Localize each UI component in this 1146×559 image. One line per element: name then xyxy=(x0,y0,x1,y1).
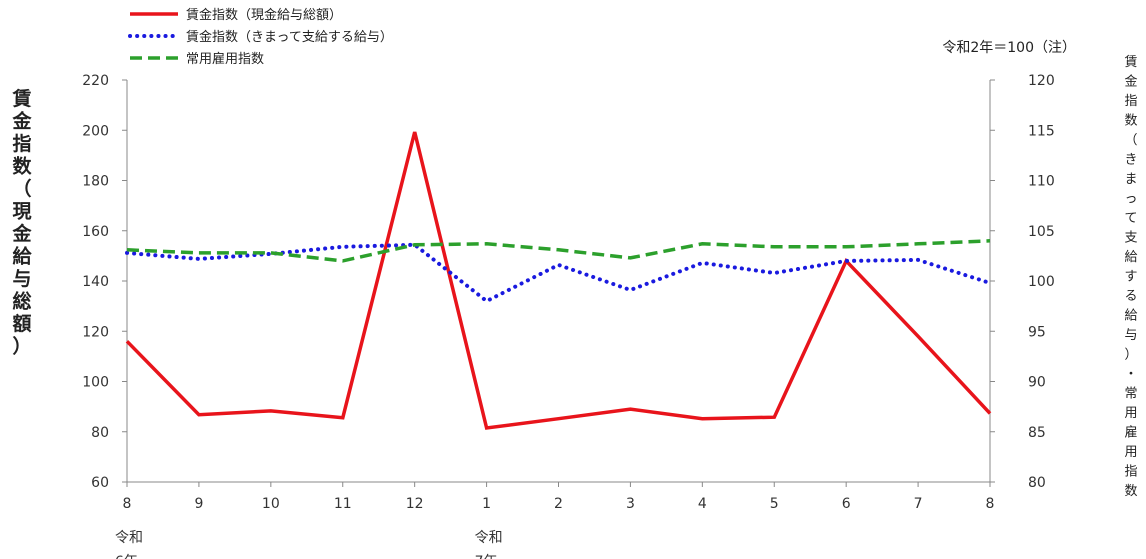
y-right-label-char: 給 xyxy=(1124,250,1137,265)
y-right-tick-label: 80 xyxy=(1028,475,1046,491)
era-label-line2: 7年 xyxy=(475,554,498,559)
era-label-line2: 6年 xyxy=(115,554,138,559)
y-left-label-char: ） xyxy=(12,335,31,358)
x-tick-label: 12 xyxy=(406,496,424,512)
legend-label-3: 常用雇用指数 xyxy=(186,51,264,67)
y-right-label-char: 与 xyxy=(1124,328,1137,343)
y-right-tick-label: 120 xyxy=(1028,73,1055,89)
x-tick-label: 4 xyxy=(698,496,707,512)
y-right-label-char: 金 xyxy=(1124,74,1137,90)
y-right-label-char: 雇 xyxy=(1124,425,1137,441)
y-right-label-char: す xyxy=(1124,270,1137,285)
y-right-label-char: 指 xyxy=(1124,94,1137,109)
y-right-label-char: 数 xyxy=(1124,114,1137,129)
legend: 賃金指数（現金給与総額） 賃金指数（きまって支給する給与） 常用雇用指数 xyxy=(130,7,393,67)
y-right-label-char: 数 xyxy=(1124,484,1137,499)
y-left-label-char: （ xyxy=(12,177,31,200)
y-left-tick-label: 200 xyxy=(82,123,109,139)
y-right-label-char: き xyxy=(1124,153,1137,168)
y-right-label-char: ・ xyxy=(1124,367,1137,382)
y-right-label-char: る xyxy=(1124,289,1137,304)
y-left-label-char: 金 xyxy=(11,110,32,133)
y-left-label-char: 指 xyxy=(12,133,31,155)
x-tick-label: 5 xyxy=(770,496,779,512)
series-line-1 xyxy=(127,132,990,428)
series-line-3 xyxy=(127,241,990,261)
legend-label-2: 賃金指数（きまって支給する給与） xyxy=(186,29,393,45)
y-right-label-char: 指 xyxy=(1124,465,1137,480)
y-right-tick-label: 85 xyxy=(1028,425,1046,441)
y-right-tick-label: 100 xyxy=(1028,274,1055,290)
y-left-tick-label: 120 xyxy=(82,324,109,340)
y-right-label-char: 用 xyxy=(1124,406,1137,421)
y-right-label-char: 常 xyxy=(1124,387,1137,402)
y-right-label-char: 賃 xyxy=(1124,55,1137,70)
y-left-label-char: 賃 xyxy=(11,87,31,110)
y-left-label-char: 現 xyxy=(12,201,31,223)
y-left-label-char: 総 xyxy=(12,290,31,313)
chart-note: 令和2年＝100（注） xyxy=(942,40,1076,56)
y-right-tick-label: 105 xyxy=(1028,224,1055,240)
y-left-label-char: 与 xyxy=(12,268,31,290)
x-tick-label: 11 xyxy=(334,496,352,512)
y-left-tick-label: 220 xyxy=(82,73,109,89)
y-left-tick-label: 140 xyxy=(82,274,109,290)
x-tick-label: 7 xyxy=(914,496,923,512)
x-tick-label: 8 xyxy=(986,496,995,512)
y-left-tick-label: 100 xyxy=(82,375,109,391)
y-right-tick-label: 115 xyxy=(1028,123,1055,139)
y-left-tick-label: 60 xyxy=(91,475,109,491)
y-right-label-char: 支 xyxy=(1124,231,1137,246)
series-group xyxy=(127,132,990,428)
axes: 6080100120140160180200220808590951001051… xyxy=(82,73,1054,559)
y-right-tick-label: 90 xyxy=(1028,375,1046,391)
y-left-label-char: 額 xyxy=(12,312,31,335)
y-left-tick-label: 80 xyxy=(91,425,109,441)
y-left-label-char: 金 xyxy=(11,222,32,245)
y-right-label-char: 用 xyxy=(1124,445,1137,460)
era-label-line1: 令和 xyxy=(475,530,503,546)
era-label-line1: 令和 xyxy=(115,530,143,546)
y-axis-left-label: 賃金指数（現金給与総額） xyxy=(11,87,32,358)
x-tick-label: 2 xyxy=(554,496,563,512)
y-right-label-char: 給 xyxy=(1124,309,1137,324)
y-right-label-char: て xyxy=(1124,211,1137,226)
y-right-label-char: ） xyxy=(1124,348,1137,363)
y-left-tick-label: 180 xyxy=(82,174,109,190)
x-tick-label: 1 xyxy=(482,496,491,512)
x-tick-label: 9 xyxy=(194,496,203,512)
y-left-label-char: 数 xyxy=(12,155,32,178)
x-tick-label: 6 xyxy=(842,496,851,512)
y-right-label-char: （ xyxy=(1124,133,1137,148)
y-left-tick-label: 160 xyxy=(82,224,109,240)
y-left-label-char: 給 xyxy=(12,245,32,268)
legend-label-1: 賃金指数（現金給与総額） xyxy=(186,7,342,23)
y-right-label-char: っ xyxy=(1124,192,1137,207)
y-right-label-char: ま xyxy=(1124,172,1137,187)
y-right-tick-label: 110 xyxy=(1028,174,1055,190)
x-tick-label: 10 xyxy=(262,496,280,512)
x-tick-label: 8 xyxy=(123,496,132,512)
y-right-tick-label: 95 xyxy=(1028,324,1046,340)
x-tick-label: 3 xyxy=(626,496,635,512)
y-axis-right-label: 賃金指数（きまって支給する給与）・常用雇用指数 xyxy=(1124,55,1137,499)
